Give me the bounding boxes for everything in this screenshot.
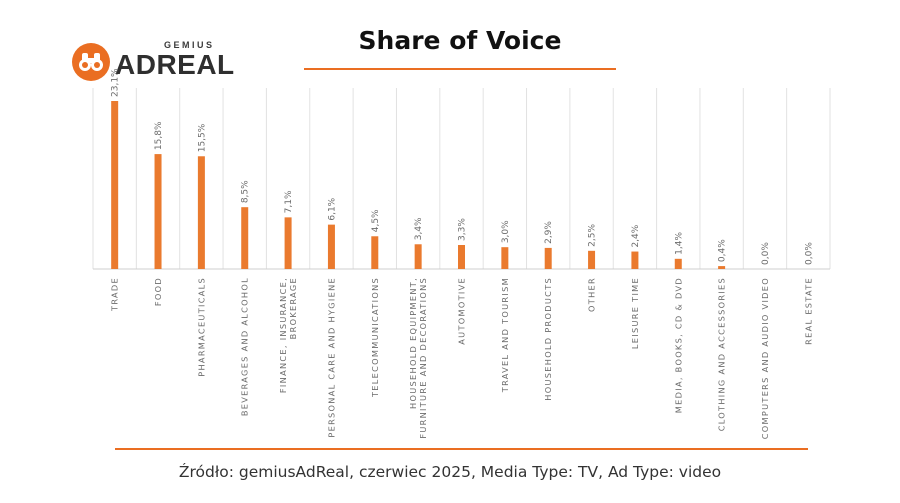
bar bbox=[458, 245, 465, 269]
logo-text-gemius: GEMIUS bbox=[164, 40, 215, 50]
logo-text-adreal: ADREAL bbox=[115, 49, 235, 80]
category-label: PERSONAL CARE AND HYGIENE bbox=[326, 277, 336, 438]
bar-value-label: 4,5% bbox=[371, 209, 381, 232]
category-label: MEDIA, BOOKS, CD & DVD bbox=[673, 277, 683, 413]
source-note: Źródło: gemiusAdReal, czerwiec 2025, Med… bbox=[178, 463, 722, 481]
category-label: AUTOMOTIVE bbox=[457, 277, 467, 345]
bar bbox=[241, 207, 249, 269]
bar bbox=[197, 156, 205, 269]
bar-value-label: 15,8% bbox=[154, 121, 164, 150]
category-label: FINANCE, INSURANCE, bbox=[278, 277, 288, 393]
bar bbox=[154, 154, 162, 269]
bar-value-label: 0,4% bbox=[718, 239, 728, 262]
bar-value-label: 3,3% bbox=[458, 218, 468, 241]
bar-value-label: 15,5% bbox=[197, 123, 207, 152]
bar bbox=[718, 266, 726, 269]
bar-value-label: 8,5% bbox=[241, 180, 251, 203]
category-label: OTHER bbox=[587, 277, 597, 312]
bar bbox=[631, 251, 639, 269]
bar-value-label: 0,0% bbox=[761, 242, 771, 265]
category-label: CLOTHING AND ACCESSORIES bbox=[717, 277, 727, 431]
category-label: COMPUTERS AND AUDIO VIDEO bbox=[760, 277, 770, 439]
category-label: BROKERAGE bbox=[288, 277, 298, 339]
bar-value-label: 23,1% bbox=[111, 68, 121, 97]
bar-chart: 23,1% TRADE 15,8% FOOD 15,5% PHARMACEUTICALS 8… bbox=[92, 68, 831, 439]
title-underline bbox=[304, 68, 616, 70]
category-label: LEISURE TIME bbox=[630, 277, 640, 349]
chart-title: Share of Voice bbox=[358, 26, 562, 55]
category-label: HOUSEHOLD PRODUCTS bbox=[543, 277, 553, 401]
bar bbox=[371, 236, 379, 269]
bar bbox=[501, 247, 509, 269]
category-label: REAL ESTATE bbox=[803, 277, 813, 345]
bar bbox=[111, 101, 119, 269]
bar-value-label: 1,4% bbox=[674, 232, 684, 255]
bar bbox=[674, 258, 682, 269]
bar-value-label: 3,0% bbox=[501, 220, 511, 243]
bar-value-label: 0,0% bbox=[804, 242, 814, 265]
bar bbox=[544, 247, 552, 269]
bar bbox=[327, 224, 335, 269]
category-label: BEVERAGES AND ALCOHOL bbox=[240, 277, 250, 416]
bar-value-label: 2,9% bbox=[544, 221, 554, 244]
bar bbox=[414, 244, 422, 269]
bar-value-label: 6,1% bbox=[327, 197, 337, 220]
bar bbox=[284, 217, 292, 269]
category-label: FURNITURE AND DECORATIONS bbox=[418, 277, 428, 439]
category-label: TRADE bbox=[110, 277, 120, 312]
category-label: FOOD bbox=[153, 277, 163, 306]
binoculars-icon bbox=[72, 43, 110, 81]
category-label: HOUSEHOLD EQUIPMENT, bbox=[408, 277, 418, 409]
category-label: TRAVEL AND TOURISM bbox=[500, 277, 510, 393]
bar bbox=[588, 250, 596, 269]
bar-value-label: 2,4% bbox=[631, 224, 641, 247]
category-label: PHARMACEUTICALS bbox=[196, 277, 206, 377]
bar-value-label: 2,5% bbox=[588, 224, 598, 247]
category-label: TELECOMMUNICATIONS bbox=[370, 277, 380, 398]
gemius-adreal-logo: GEMIUS ADREAL bbox=[72, 40, 234, 84]
bar-value-label: 3,4% bbox=[414, 217, 424, 240]
bottom-divider bbox=[115, 448, 808, 450]
bar-value-label: 7,1% bbox=[284, 190, 294, 213]
